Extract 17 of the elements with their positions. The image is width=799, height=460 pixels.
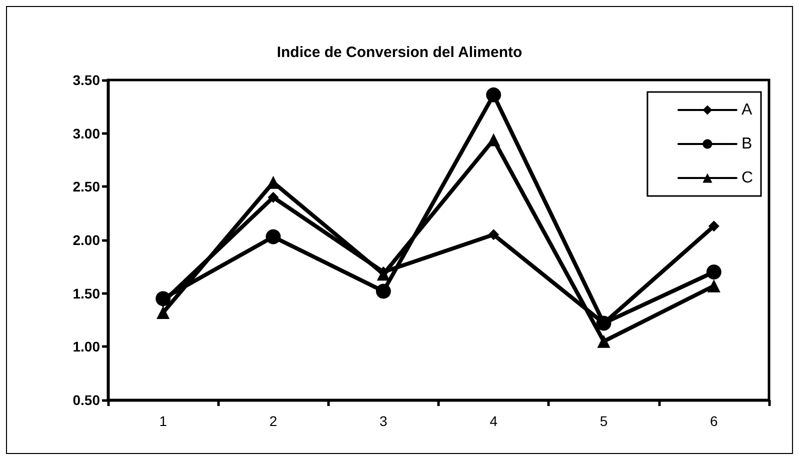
y-tick-label: 2.00 (72, 232, 100, 248)
x-tick-label: 4 (490, 413, 498, 429)
y-tick-label: 2.50 (72, 178, 100, 195)
y-tick-label: 3.50 (72, 72, 100, 88)
x-tick-label: 3 (380, 413, 388, 429)
chart-title: Indice de Conversion del Alimento (276, 44, 522, 61)
x-tick-label: 1 (159, 413, 168, 429)
x-tick-label: 5 (600, 413, 608, 429)
y-tick-label: 3.00 (72, 125, 100, 142)
x-tick-label: 2 (269, 413, 278, 429)
y-tick-label: 1.50 (72, 285, 100, 302)
y-tick-label: 0.50 (72, 392, 100, 408)
y-tick-label: 1.00 (72, 338, 100, 355)
legend-label: C (741, 170, 754, 186)
legend-label: B (741, 136, 752, 152)
legend-label: A (741, 102, 752, 118)
x-tick-label: 6 (710, 413, 718, 429)
